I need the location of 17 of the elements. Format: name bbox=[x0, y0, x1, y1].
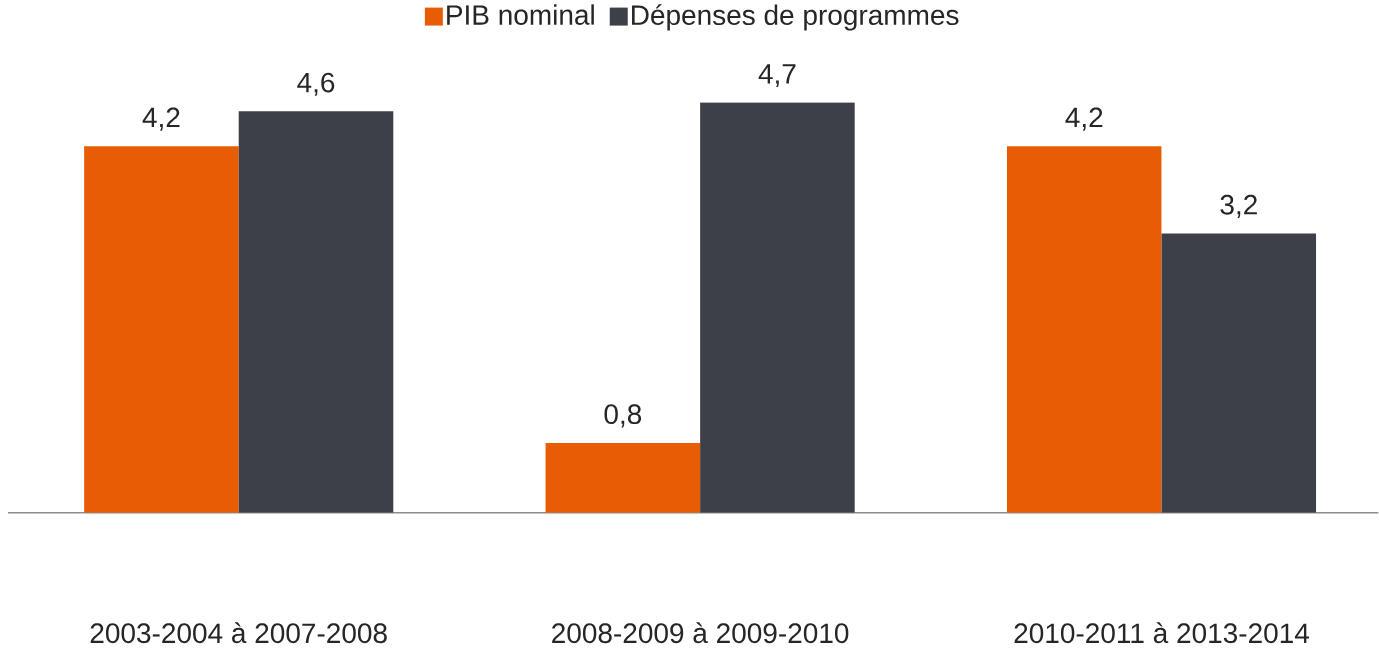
legend-label: Dépenses de programmes bbox=[632, 4, 959, 31]
bar bbox=[1006, 146, 1162, 513]
x-tick-label: 2008-2009 à 2009-2010 bbox=[552, 622, 849, 644]
data-label: 4,7 bbox=[758, 64, 796, 88]
x-tick-label: 2003-2004 à 2007-2008 bbox=[90, 622, 387, 644]
data-label: 4,6 bbox=[297, 72, 335, 96]
x-tick-label: 2010-2011 à 2013-2014 bbox=[1014, 622, 1309, 644]
bar bbox=[700, 102, 855, 513]
bar bbox=[545, 443, 701, 513]
legend-label: PIB nominal bbox=[447, 4, 594, 26]
bar bbox=[84, 146, 239, 513]
bar bbox=[238, 111, 394, 513]
data-label: 4,2 bbox=[1065, 107, 1103, 131]
bar bbox=[1161, 233, 1317, 513]
data-label: 4,2 bbox=[142, 107, 180, 131]
data-label: 3,2 bbox=[1220, 194, 1257, 219]
data-label: 0,8 bbox=[604, 404, 642, 428]
